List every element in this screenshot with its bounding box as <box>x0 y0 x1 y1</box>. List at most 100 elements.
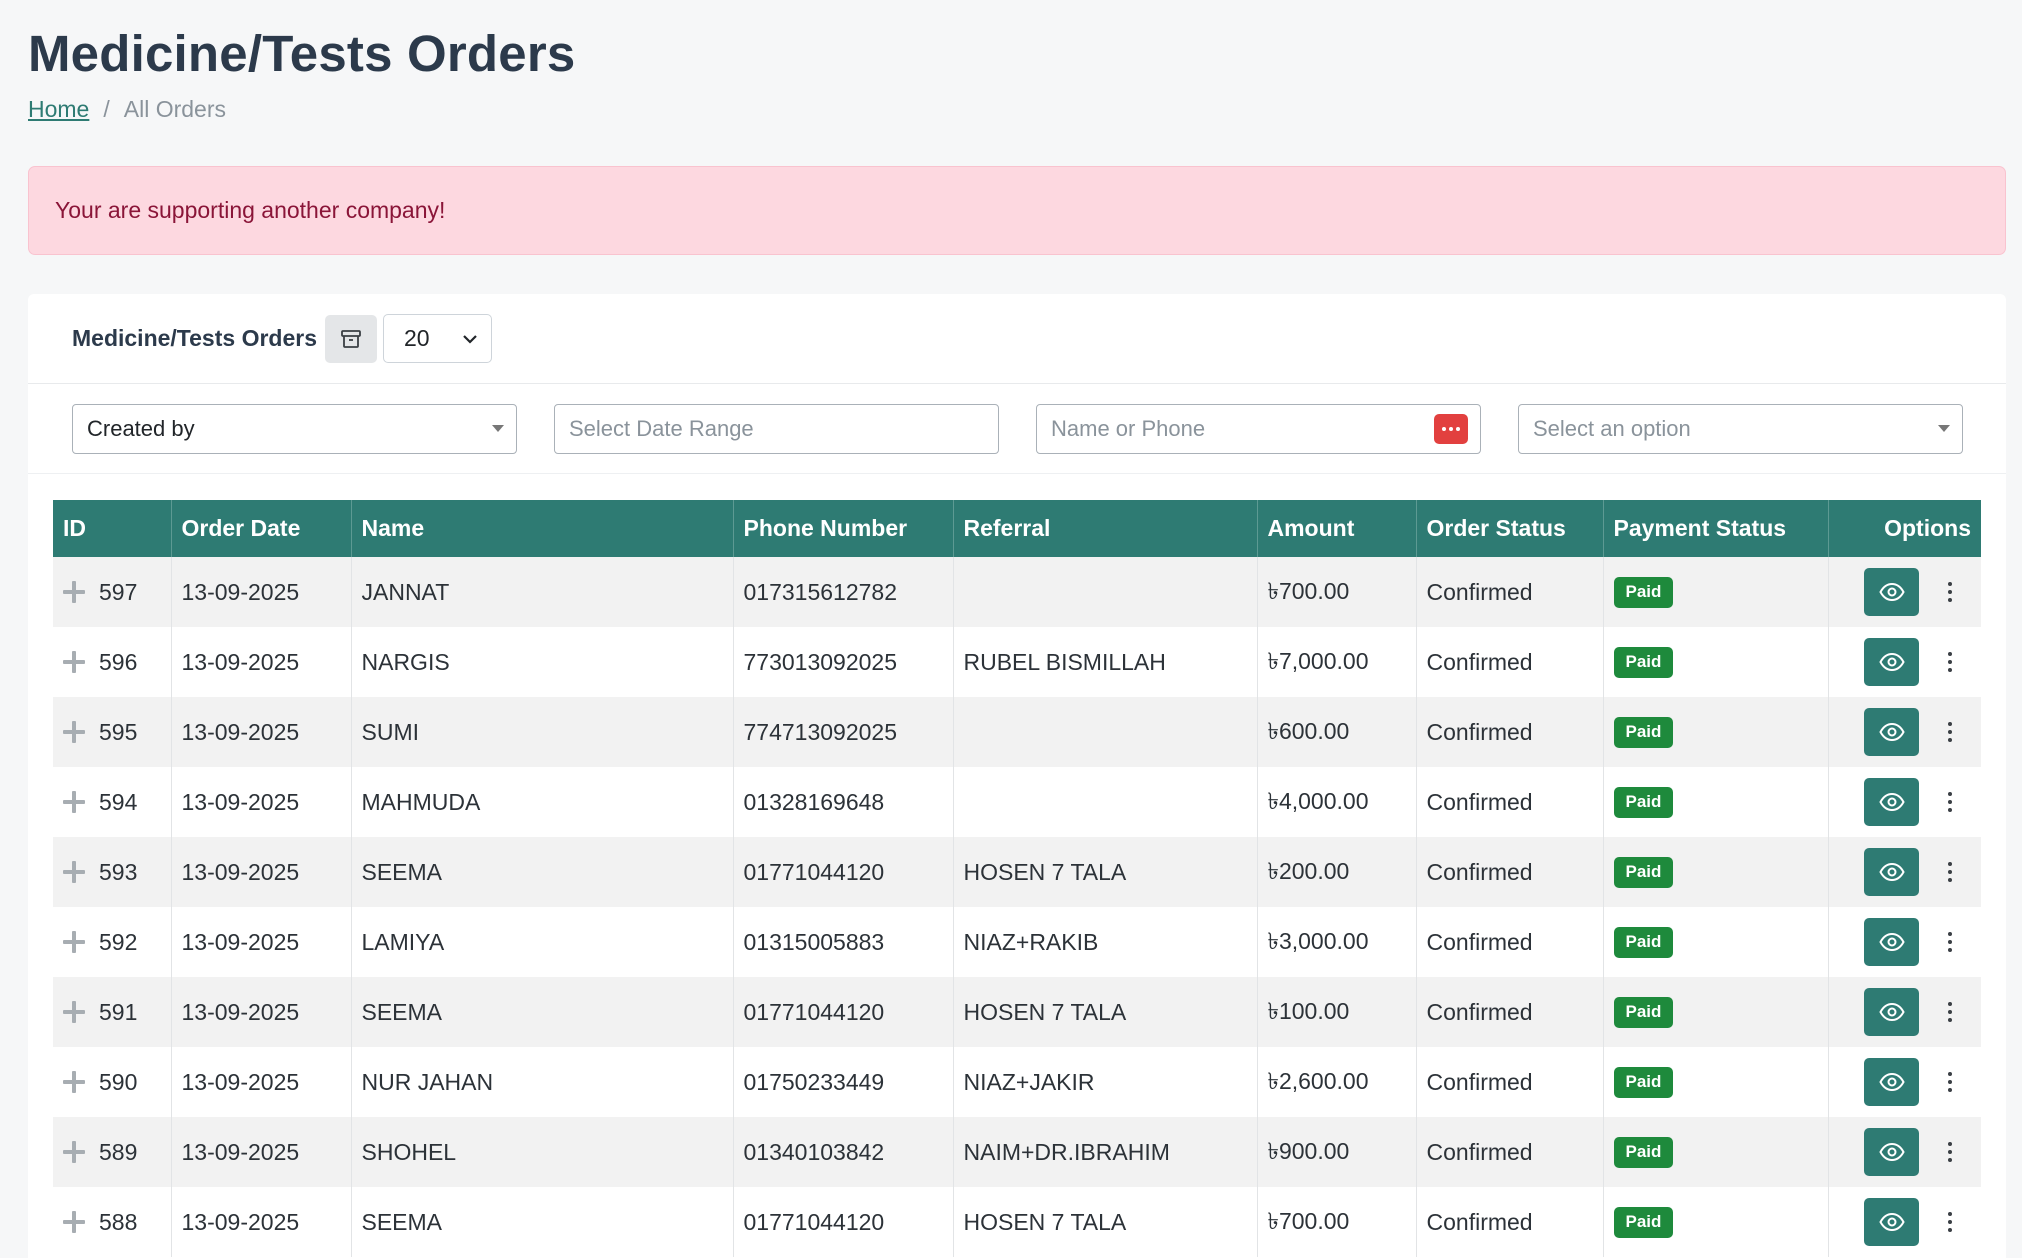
date-range-input[interactable]: Select Date Range <box>554 403 999 454</box>
column-header-order-date[interactable]: Order Date <box>171 500 352 557</box>
cell-order-date: 13-09-2025 <box>171 1187 352 1257</box>
kebab-icon[interactable] <box>1947 722 1953 742</box>
cell-order-date: 13-09-2025 <box>171 767 352 837</box>
cell-payment-status: Paid <box>1603 767 1829 837</box>
option-select[interactable]: Select an option <box>1518 403 1963 454</box>
plus-icon[interactable] <box>63 791 85 813</box>
column-header-referral[interactable]: Referral <box>953 500 1258 557</box>
cell-payment-status: Paid <box>1603 627 1829 697</box>
cell-order-date: 13-09-2025 <box>171 907 352 977</box>
breadcrumb-home-link[interactable]: Home <box>28 96 90 122</box>
cell-payment-status: Paid <box>1603 977 1829 1047</box>
view-button[interactable] <box>1864 778 1919 826</box>
column-header-name[interactable]: Name <box>351 500 734 557</box>
cell-phone: 01340103842 <box>733 1117 954 1187</box>
view-button[interactable] <box>1864 1198 1919 1246</box>
order-id: 596 <box>99 648 138 675</box>
column-header-payment-status[interactable]: Payment Status <box>1603 500 1829 557</box>
plus-icon[interactable] <box>63 1211 85 1233</box>
cell-referral: HOSEN 7 TALA <box>953 837 1258 907</box>
archive-button[interactable] <box>325 314 377 363</box>
cell-name: SEEMA <box>351 1187 734 1257</box>
cell-order-date: 13-09-2025 <box>171 1047 352 1117</box>
column-header-amount[interactable]: Amount <box>1257 500 1417 557</box>
cell-phone: 773013092025 <box>733 627 954 697</box>
cell-phone: 01771044120 <box>733 977 954 1047</box>
view-button[interactable] <box>1864 1128 1919 1176</box>
plus-icon[interactable] <box>63 1071 85 1093</box>
chevron-down-icon <box>463 334 477 344</box>
cell-amount: ৳200.00 <box>1257 837 1417 907</box>
cell-order-date: 13-09-2025 <box>171 1117 352 1187</box>
cell-amount: ৳7,000.00 <box>1257 627 1417 697</box>
plus-icon[interactable] <box>63 651 85 673</box>
view-button[interactable] <box>1864 638 1919 686</box>
plus-icon[interactable] <box>63 861 85 883</box>
view-button[interactable] <box>1864 848 1919 896</box>
plus-icon[interactable] <box>63 1001 85 1023</box>
cell-name: NARGIS <box>351 627 734 697</box>
cell-payment-status: Paid <box>1603 1187 1829 1257</box>
created-by-value: Created by <box>87 415 195 441</box>
created-by-select[interactable]: Created by <box>72 403 517 454</box>
kebab-icon[interactable] <box>1947 932 1953 952</box>
table-row: 595 13-09-2025 SUMI 774713092025 ৳600.00 Conf… <box>53 697 1981 767</box>
kebab-icon[interactable] <box>1947 792 1953 812</box>
filters-bar: Created by Select Date Range Name or Pho… <box>28 384 2006 474</box>
cell-order-date: 13-09-2025 <box>171 837 352 907</box>
plus-icon[interactable] <box>63 1141 85 1163</box>
cell-order-status: Confirmed <box>1416 627 1604 697</box>
order-id: 590 <box>99 1068 138 1095</box>
eye-icon <box>1878 1142 1905 1162</box>
order-id: 595 <box>99 718 138 745</box>
cell-payment-status: Paid <box>1603 697 1829 767</box>
cell-options <box>1828 1047 1981 1117</box>
column-header-id[interactable]: ID <box>53 500 172 557</box>
cell-referral: NAIM+DR.IBRAHIM <box>953 1117 1258 1187</box>
table-row: 594 13-09-2025 MAHMUDA 01328169648 ৳4,000.00… <box>53 767 1981 837</box>
breadcrumb-separator: / <box>103 96 110 122</box>
eye-icon <box>1878 1002 1905 1022</box>
view-button[interactable] <box>1864 568 1919 616</box>
kebab-icon[interactable] <box>1947 582 1953 602</box>
cell-amount: ৳600.00 <box>1257 697 1417 767</box>
view-button[interactable] <box>1864 708 1919 756</box>
column-header-order-status[interactable]: Order Status <box>1416 500 1604 557</box>
cell-amount: ৳700.00 <box>1257 557 1417 627</box>
cell-id: 596 <box>53 627 172 697</box>
status-badge: Paid <box>1613 577 1674 608</box>
view-button[interactable] <box>1864 1058 1919 1106</box>
eye-icon <box>1878 582 1905 602</box>
card-header: Medicine/Tests Orders 20 <box>28 294 2006 384</box>
plus-icon[interactable] <box>63 721 85 743</box>
cell-order-status: Confirmed <box>1416 1187 1604 1257</box>
cell-name: SUMI <box>351 697 734 767</box>
breadcrumb-current: All Orders <box>123 96 226 122</box>
name-phone-search-input[interactable]: Name or Phone <box>1036 403 1481 454</box>
kebab-icon[interactable] <box>1947 1212 1953 1232</box>
page-size-value: 20 <box>404 325 430 351</box>
view-button[interactable] <box>1864 988 1919 1036</box>
cell-options <box>1828 1117 1981 1187</box>
plus-icon[interactable] <box>63 581 85 603</box>
cell-name: NUR JAHAN <box>351 1047 734 1117</box>
kebab-icon[interactable] <box>1947 1142 1953 1162</box>
kebab-icon[interactable] <box>1947 1002 1953 1022</box>
kebab-icon[interactable] <box>1947 1072 1953 1092</box>
column-header-phone[interactable]: Phone Number <box>733 500 954 557</box>
caret-down-icon <box>492 425 504 432</box>
view-button[interactable] <box>1864 918 1919 966</box>
table-row: 592 13-09-2025 LAMIYA 01315005883 NIAZ+RAKIB… <box>53 907 1981 977</box>
kebab-icon[interactable] <box>1947 862 1953 882</box>
cell-amount: ৳2,600.00 <box>1257 1047 1417 1117</box>
cell-referral: HOSEN 7 TALA <box>953 1187 1258 1257</box>
plus-icon[interactable] <box>63 931 85 953</box>
cell-amount: ৳700.00 <box>1257 1187 1417 1257</box>
archive-icon <box>341 329 361 348</box>
kebab-icon[interactable] <box>1947 652 1953 672</box>
page-size-select[interactable]: 20 <box>383 314 492 363</box>
cell-order-date: 13-09-2025 <box>171 977 352 1047</box>
dots-icon[interactable] <box>1434 413 1468 444</box>
caret-down-icon <box>1938 425 1950 432</box>
